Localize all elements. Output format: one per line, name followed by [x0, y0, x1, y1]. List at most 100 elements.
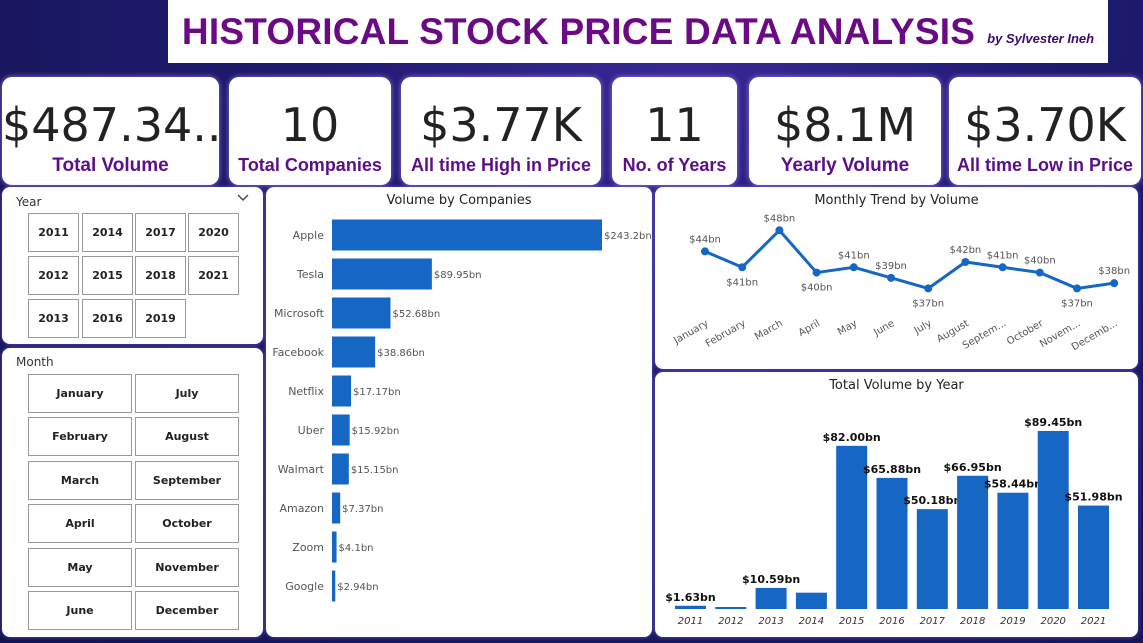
- year-tile-2020[interactable]: 2020: [188, 213, 239, 252]
- month-tile-april[interactable]: April: [28, 504, 132, 543]
- kpi-value: $3.77K: [420, 98, 582, 152]
- company-value-label: $17.17bn: [353, 387, 401, 398]
- monthly-point[interactable]: [924, 284, 933, 293]
- monthly-point[interactable]: [887, 273, 895, 282]
- month-tile-may[interactable]: May: [28, 548, 132, 587]
- month-tile-february[interactable]: February: [28, 417, 132, 456]
- year-tile-2021[interactable]: 2021: [188, 256, 239, 295]
- yearly-bar-svg: $1.63bn 2011 2012 $10.59bn 2013 2014 $82.00bn 2…: [665, 416, 1122, 627]
- company-category-label: Uber: [298, 424, 325, 437]
- company-value-label: $4.1bn: [339, 543, 374, 554]
- monthly-point[interactable]: [812, 268, 821, 277]
- monthly-value-label: $37bn: [1061, 298, 1093, 309]
- kpi-label: Yearly Volume: [780, 155, 910, 176]
- kpi-label: Total Volume: [52, 155, 169, 176]
- year-tile-2018[interactable]: 2018: [135, 256, 186, 295]
- monthly-value-label: $44bn: [689, 234, 721, 245]
- year-value-label: $65.88bn: [863, 463, 921, 476]
- monthly-point[interactable]: [738, 263, 747, 272]
- year-tile-2014[interactable]: 2014: [82, 213, 133, 252]
- month-tile-september[interactable]: September: [135, 461, 239, 500]
- company-bar[interactable]: [332, 336, 376, 368]
- year-tile-2015[interactable]: 2015: [82, 256, 133, 295]
- company-value-label: $243.2bn: [604, 231, 652, 242]
- kpi-card-all-time-low: $3.70K All time Low in Price: [949, 77, 1141, 185]
- month-tile-january[interactable]: January: [28, 374, 132, 413]
- company-bar[interactable]: [332, 219, 602, 251]
- company-value-label: $7.37bn: [342, 504, 383, 515]
- chart-title: Volume by Companies: [386, 193, 532, 208]
- month-axis-label: July: [912, 318, 934, 337]
- year-bar[interactable]: [997, 492, 1029, 609]
- month-tile-october[interactable]: October: [135, 504, 239, 543]
- month-tile-march[interactable]: March: [28, 461, 132, 500]
- company-bar[interactable]: [332, 297, 391, 329]
- year-bar[interactable]: [675, 605, 706, 609]
- year-tile-2019[interactable]: 2019: [135, 299, 186, 338]
- year-axis-label: 2019: [1000, 616, 1025, 627]
- company-category-label: Zoom: [292, 541, 324, 554]
- kpi-label: Total Companies: [238, 155, 382, 175]
- company-category-label: Amazon: [280, 502, 324, 515]
- year-tile-2011[interactable]: 2011: [28, 213, 79, 252]
- month-axis-label: May: [836, 318, 859, 338]
- month-tile-december[interactable]: December: [135, 591, 239, 630]
- monthly-value-label: $40bn: [1024, 256, 1056, 267]
- page-title: HISTORICAL STOCK PRICE DATA ANALYSIS: [181, 10, 976, 52]
- company-bar[interactable]: [332, 570, 336, 602]
- year-bar[interactable]: [755, 587, 787, 609]
- kpi-value: 10: [280, 98, 340, 152]
- monthly-point[interactable]: [775, 226, 784, 235]
- company-bar[interactable]: [332, 453, 349, 485]
- year-bar[interactable]: [1078, 505, 1109, 609]
- kpi-card-number-of-years: 11 No. of Years: [612, 77, 737, 185]
- monthly-point[interactable]: [701, 247, 709, 256]
- month-tile-june[interactable]: June: [28, 591, 132, 630]
- year-axis-label: 2012: [718, 616, 743, 627]
- year-value-label: $66.95bn: [944, 461, 1002, 474]
- company-value-label: $15.92bn: [352, 426, 400, 437]
- company-value-label: $2.94bn: [337, 582, 378, 593]
- monthly-point[interactable]: [1110, 279, 1119, 288]
- year-bar[interactable]: [1037, 431, 1069, 609]
- year-axis-label: 2016: [879, 616, 904, 627]
- year-bar[interactable]: [916, 509, 948, 609]
- chevron-down-icon[interactable]: [237, 193, 249, 203]
- company-bar[interactable]: [332, 531, 337, 563]
- monthly-point[interactable]: [998, 263, 1007, 272]
- year-tile-2013[interactable]: 2013: [28, 299, 79, 338]
- year-tile-2016[interactable]: 2016: [82, 299, 133, 338]
- author-byline: by Sylvester Ineh: [987, 31, 1095, 46]
- monthly-value-label: $38bn: [1098, 266, 1130, 277]
- company-bar[interactable]: [332, 414, 350, 446]
- monthly-point[interactable]: [1035, 268, 1044, 277]
- year-bar[interactable]: [957, 475, 989, 609]
- title-banner: HISTORICAL STOCK PRICE DATA ANALYSIS by …: [168, 0, 1108, 63]
- company-bar[interactable]: [332, 258, 432, 290]
- year-bar[interactable]: [795, 592, 827, 609]
- monthly-point[interactable]: [1073, 284, 1081, 293]
- year-value-label: $89.45bn: [1024, 416, 1082, 429]
- kpi-label: No. of Years: [622, 155, 727, 175]
- monthly-value-label: $40bn: [801, 283, 833, 294]
- chart-title: Total Volume by Year: [829, 378, 964, 393]
- month-tile-november[interactable]: November: [135, 548, 239, 587]
- month-axis-label: March: [753, 318, 785, 343]
- month-tile-august[interactable]: August: [135, 417, 239, 456]
- month-axis-label: February: [704, 318, 748, 350]
- year-bar[interactable]: [715, 607, 747, 609]
- year-bar[interactable]: [876, 477, 908, 609]
- monthly-point[interactable]: [961, 258, 970, 266]
- year-tile-2012[interactable]: 2012: [28, 256, 79, 295]
- year-axis-label: 2015: [839, 616, 864, 627]
- year-bar[interactable]: [836, 445, 868, 609]
- company-bar[interactable]: [332, 492, 341, 524]
- year-slicer-title: Year: [16, 195, 42, 209]
- company-bar[interactable]: [332, 375, 352, 407]
- month-tile-july[interactable]: July: [135, 374, 239, 413]
- company-category-label: Walmart: [278, 463, 325, 476]
- year-tile-2017[interactable]: 2017: [135, 213, 186, 252]
- monthly-trend-line: [704, 228, 1115, 291]
- monthly-point[interactable]: [849, 263, 858, 272]
- company-value-label: $15.15bn: [351, 465, 399, 476]
